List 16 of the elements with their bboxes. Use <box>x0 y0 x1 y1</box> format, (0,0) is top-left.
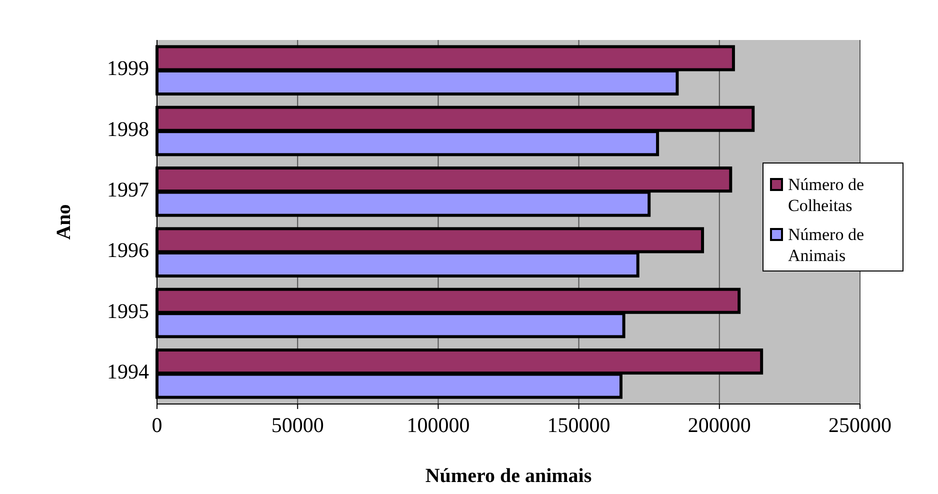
y-tick-label: 1995 <box>107 298 149 323</box>
y-axis-title: Ano <box>53 204 75 240</box>
x-tick-label: 200000 <box>688 413 751 437</box>
legend-label: Número de Animais <box>788 225 864 265</box>
x-tick-label: 50000 <box>271 413 324 437</box>
x-tick-label: 0 <box>152 413 162 437</box>
y-tick-label: 1998 <box>107 116 149 141</box>
y-tick-label: 1999 <box>107 56 149 80</box>
legend-label: Número de Colheitas <box>788 175 864 215</box>
x-tick-label: 100000 <box>406 413 470 437</box>
y-tick-label: 1997 <box>107 177 149 202</box>
x-tick-label: 150000 <box>547 413 610 437</box>
x-axis-title: Número de animais <box>425 465 592 487</box>
y-tick-label: 1996 <box>107 238 149 262</box>
y-tick-label: 1994 <box>107 359 150 384</box>
x-tick-label: 250000 <box>828 413 892 437</box>
